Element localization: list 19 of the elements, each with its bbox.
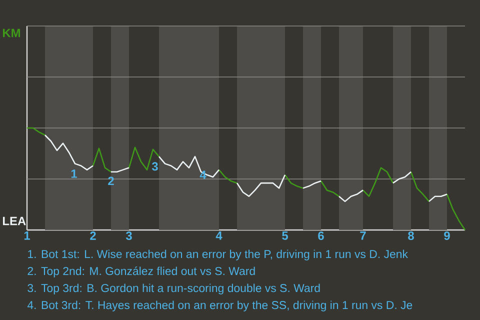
x-tick-label: 2 <box>90 232 96 240</box>
text: 4. Bot 3rd: T. Hayes reached on an error by the SS, driving in 1 run vs D. Je <box>27 300 412 312</box>
text: 1. Bot 1st: L. Wise reached on an error by the P, driving in 1 run vs D. Jenk <box>28 250 408 260</box>
x-tick-label: 5 <box>282 232 288 240</box>
text: 3. Top 3rd: B. Gordon hit a run-scoring double vs S. Ward <box>28 284 320 294</box>
x-tick-label: 7 <box>360 232 366 240</box>
x-tick-label: 6 <box>318 232 324 240</box>
x-tick-label: 9 <box>444 232 450 240</box>
x-tick-label: 4 <box>216 232 222 240</box>
annotation: 2 <box>108 176 114 186</box>
x-tick-label: 8 <box>408 232 414 240</box>
x-tick-label: 3 <box>126 232 132 240</box>
annotation: 3 <box>152 162 158 171</box>
text: LEA <box>2 216 26 226</box>
text: KM <box>2 28 20 38</box>
annotation: 1 <box>71 170 77 178</box>
text: 2. Top 2nd: M. González flied out vs S. Ward <box>28 266 255 278</box>
annotation: 4 <box>200 170 206 179</box>
x-tick-label: 1 <box>24 232 30 240</box>
